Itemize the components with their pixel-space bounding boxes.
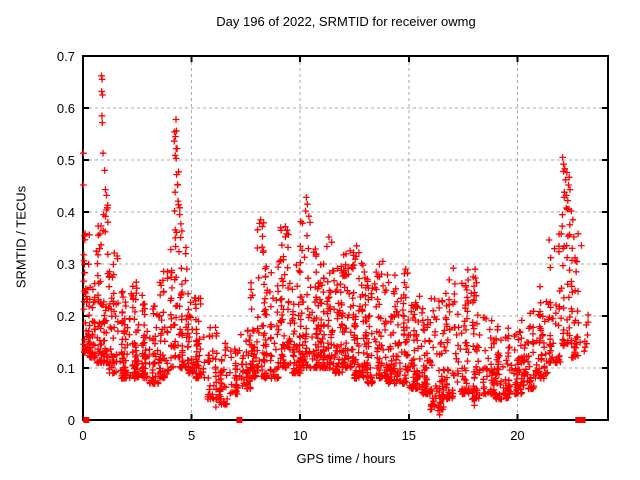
x-tick-label: 10 [292, 428, 308, 443]
y-tick-label: 0.7 [56, 49, 75, 64]
x-tick-label: 5 [187, 428, 196, 443]
flag-square-marker [575, 417, 582, 423]
x-tick-label: 15 [401, 428, 417, 443]
plot-border [82, 55, 609, 421]
y-tick-label: 0.4 [56, 205, 75, 220]
y-tick-label: 0 [67, 413, 75, 428]
y-tick-label: 0.6 [56, 101, 75, 116]
y-tick-label: 0.5 [56, 153, 75, 168]
chart-title: Day 196 of 2022, SRMTID for receiver owm… [216, 14, 476, 29]
y-tick-label: 0.1 [56, 361, 75, 376]
x-tick-label: 0 [79, 428, 87, 443]
flag-square-marker [83, 417, 90, 423]
y-tick-label: 0.3 [56, 257, 75, 272]
x-tick-label: 20 [510, 428, 525, 443]
flag-square-marker [236, 417, 243, 423]
axis-ticks [82, 55, 608, 421]
x-axis-title: GPS time / hours [296, 451, 396, 466]
y-tick-label: 0.2 [56, 309, 75, 324]
gridlines [83, 56, 608, 420]
flag-square-marker [579, 417, 586, 423]
scatter-points [80, 72, 592, 419]
